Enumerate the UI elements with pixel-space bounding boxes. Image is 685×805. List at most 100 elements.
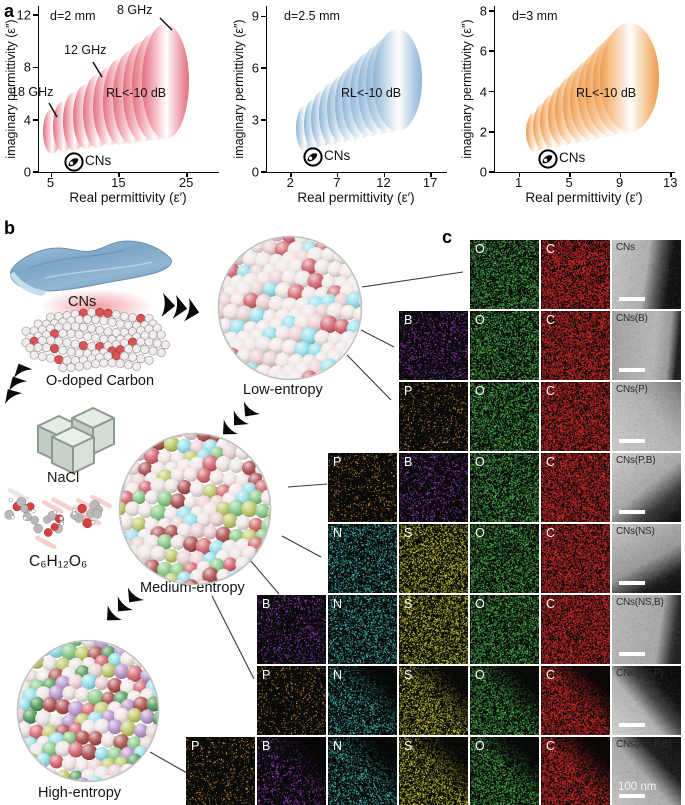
element-label: B [404, 313, 413, 327]
axes [266, 6, 447, 173]
cns-sheet [10, 240, 172, 292]
x-tick-label: 1 [515, 175, 523, 190]
cns-sheet-underside [10, 272, 48, 296]
arrow-medium-to-high [99, 587, 144, 628]
cns-marker-label: CNs [559, 150, 586, 165]
scale-bar [619, 368, 645, 372]
element-label: N [333, 739, 343, 753]
eds-map-tile-C: C [541, 524, 610, 593]
tem-image: CNs [612, 240, 681, 309]
eds-map-canvas [328, 453, 397, 522]
eds-map-tile-O: O [470, 524, 539, 593]
eds-map-canvas [328, 666, 397, 735]
eds-map-tile-P: P [186, 737, 255, 805]
eds-map-tile-O: O [470, 666, 539, 735]
tem-canvas [612, 311, 681, 380]
element-label: C [546, 242, 556, 256]
link-medium-to-row6 [211, 595, 255, 680]
y-tick-label: 0 [479, 164, 487, 180]
link-high-to-row7 [149, 751, 188, 774]
element-label: B [404, 455, 413, 469]
eds-map-tile-B: B [257, 737, 326, 805]
link-medium-to-row5 [249, 559, 280, 595]
permittivity-chart-d2_5mm: 2 7 12 17 0 3 6 9 Real permittivity (ε′) imaginar… [228, 0, 456, 213]
odoped-carbon-label: O-doped Carbon [46, 373, 155, 389]
element-label: O [475, 313, 485, 327]
eds-map-canvas [541, 311, 610, 380]
x-tick-mark [430, 172, 432, 177]
eds-map-tile-C: C [541, 240, 610, 309]
x-tick-label: 5 [565, 175, 573, 190]
element-label: C [546, 313, 556, 327]
element-label: O [475, 739, 485, 753]
thickness-label: d=2.5 mm [284, 9, 340, 23]
eds-map-tile-O: O [470, 453, 539, 522]
y-tick-label: 8 [23, 59, 31, 75]
eds-map-canvas [541, 453, 610, 522]
tem-sample-label: CNs(P) [616, 384, 648, 395]
rl-threshold-label: RL<-10 dB [106, 86, 167, 100]
x-tick-mark [619, 172, 622, 177]
tem-image: CNs(NS) [612, 524, 681, 593]
eds-map-canvas [541, 595, 610, 664]
eds-map-tile-N: N [328, 737, 397, 805]
nacl-cubes [37, 407, 115, 474]
element-label: S [404, 668, 413, 682]
y-tick-label: 0 [23, 164, 31, 180]
laser-glow [41, 289, 153, 323]
x-tick-mark [290, 172, 292, 177]
eds-map-tile-S: S [399, 595, 468, 664]
element-label: C [546, 668, 556, 682]
element-label: C [546, 739, 556, 753]
eds-map-canvas [541, 524, 610, 593]
x-tick-mark [569, 172, 571, 177]
glucose-molecules [4, 488, 112, 550]
x-tick-label: 13 [662, 175, 678, 190]
y-tick-mark [489, 10, 494, 12]
tem-sample-label: CNs(NS,B) [616, 597, 664, 608]
eds-map-tile-S: S [399, 666, 468, 735]
x-tick-mark [518, 172, 521, 177]
eds-map-tile-C: C [541, 453, 610, 522]
medium-entropy-sphere-cluster [118, 432, 272, 586]
eds-map-tile-P: P [257, 666, 326, 735]
arrow-to-low-entropy [161, 293, 202, 325]
tem-canvas [612, 737, 681, 805]
rl-ellipse [600, 23, 660, 132]
x-tick-label: 12 [376, 175, 391, 190]
y-tick-mark [261, 15, 266, 18]
y-tick-label: 3 [251, 112, 259, 128]
element-label: S [404, 739, 413, 753]
x-tick-mark [336, 172, 339, 177]
cns-marker-icon [538, 149, 558, 169]
tem-image: CNs(P) [612, 382, 681, 451]
eds-map-tile-B: B [257, 595, 326, 664]
rl-ellipse [142, 24, 190, 140]
cns-marker-icon [303, 147, 323, 167]
y-tick-label: 4 [23, 112, 31, 128]
tem-image: CNs(NS,P,B) 100 nm [612, 737, 681, 805]
y-tick-mark [261, 67, 266, 70]
eds-map-canvas [257, 737, 326, 805]
eds-map-tile-N: N [328, 595, 397, 664]
thickness-label: d=2 mm [50, 9, 96, 23]
element-label: P [262, 668, 271, 682]
rl-threshold-label: RL<-10 dB [341, 86, 402, 100]
tem-canvas [612, 453, 681, 522]
eds-map-tile-O: O [470, 311, 539, 380]
y-tick-mark [33, 118, 38, 121]
nacl-label: NaCl [47, 470, 80, 486]
odoped-carbon-lattice [21, 307, 170, 373]
eds-map-tile-N: N [328, 524, 397, 593]
tem-sample-label: CNs(NS,P,B) [616, 739, 672, 750]
eds-map-canvas [328, 524, 397, 593]
element-label: N [333, 526, 343, 540]
tem-canvas [612, 240, 681, 309]
element-label: O [475, 455, 485, 469]
eds-map-tile-C: C [541, 737, 610, 805]
cns-marker-label: CNs [324, 148, 351, 163]
eds-map-tile-S: S [399, 737, 468, 805]
scale-bar [619, 510, 645, 514]
y-tick-mark [33, 14, 38, 16]
tem-sample-label: CNs(NS) [616, 526, 655, 537]
